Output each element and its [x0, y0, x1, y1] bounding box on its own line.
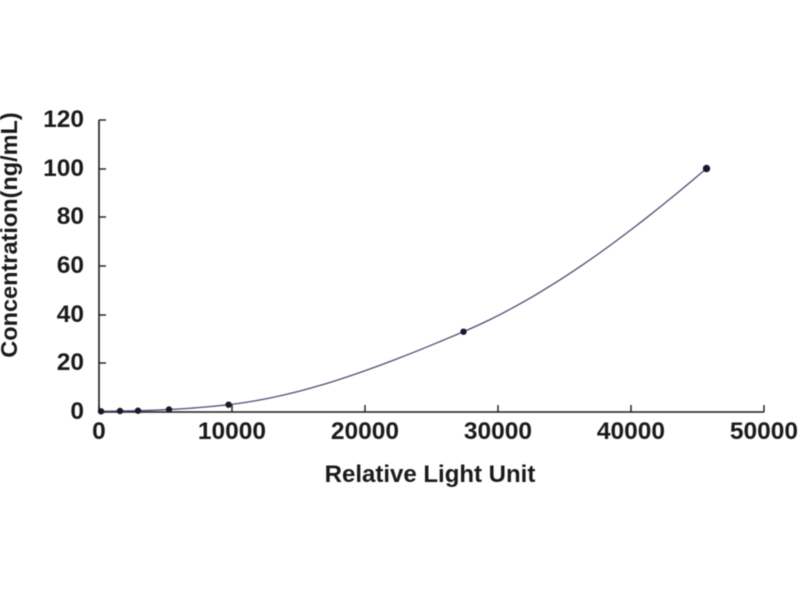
svg-text:10000: 10000: [198, 418, 266, 445]
svg-text:20000: 20000: [331, 418, 399, 445]
svg-text:80: 80: [57, 203, 84, 230]
svg-text:40000: 40000: [597, 418, 665, 445]
svg-text:Relative Light Unit: Relative Light Unit: [325, 461, 536, 488]
svg-text:Concentration(ng/mL): Concentration(ng/mL): [0, 112, 22, 357]
svg-text:100: 100: [43, 155, 84, 182]
svg-text:20: 20: [57, 349, 84, 376]
svg-text:50000: 50000: [730, 418, 798, 445]
svg-text:120: 120: [43, 106, 84, 133]
svg-text:60: 60: [57, 252, 84, 279]
svg-text:30000: 30000: [464, 418, 532, 445]
svg-text:0: 0: [70, 398, 84, 425]
svg-text:0: 0: [92, 418, 106, 445]
svg-text:40: 40: [57, 301, 84, 328]
